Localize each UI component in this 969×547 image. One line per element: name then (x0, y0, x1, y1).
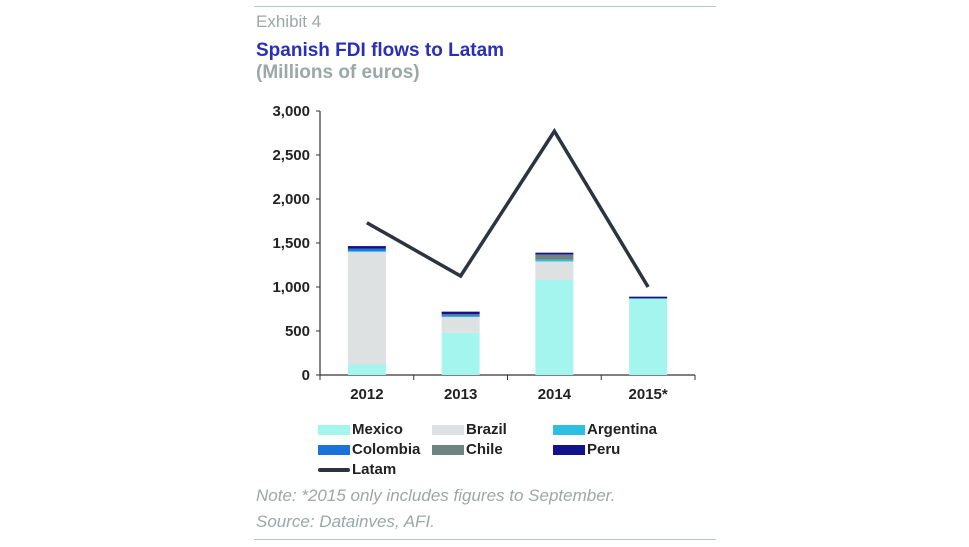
legend-item-mexico: Mexico (318, 421, 403, 438)
legend-swatch (432, 444, 464, 455)
legend-swatch (318, 467, 350, 472)
bar-mexico-2014 (535, 279, 574, 375)
legend-item-brazil: Brazil (432, 421, 507, 438)
bar-mexico-2012 (347, 364, 386, 375)
y-tick-label: 1,000 (272, 279, 310, 296)
legend-label: Mexico (352, 421, 403, 438)
bar-argentina-2013 (441, 316, 480, 318)
x-tick-label: 2012 (350, 386, 383, 403)
bar-colombia-2013 (441, 315, 480, 317)
bar-peru-2014 (535, 252, 574, 255)
top-rule (254, 6, 716, 7)
y-tick-label: 1,500 (272, 235, 310, 252)
y-tick-label: 3,000 (272, 103, 310, 120)
exhibit-label: Exhibit 4 (256, 12, 322, 31)
chart-title: Spanish FDI flows to Latam (256, 40, 505, 61)
footnote: Note: *2015 only includes figures to Sep… (256, 486, 616, 505)
legend-item-argentina: Argentina (553, 421, 657, 438)
source-note: Source: Datainves, AFI. (256, 512, 435, 531)
bar-colombia-2012 (347, 248, 386, 251)
bar-peru-2012 (347, 246, 386, 249)
legend-item-chile: Chile (432, 441, 503, 458)
legend-item-peru: Peru (553, 441, 620, 458)
x-tick-label: 2013 (444, 386, 477, 403)
legend-label: Colombia (352, 441, 421, 458)
legend-item-latam: Latam (318, 461, 396, 478)
bar-brazil-2013 (441, 316, 480, 333)
legend-swatch (318, 424, 350, 435)
bar-brazil-2014 (535, 261, 574, 280)
legend-item-colombia: Colombia (318, 441, 420, 458)
chart-subtitle: (Millions of euros) (256, 62, 420, 83)
legend-swatch (432, 424, 464, 435)
bottom-rule (254, 539, 716, 540)
legend-label: Peru (587, 441, 621, 458)
y-tick-label: 2,500 (272, 147, 310, 164)
legend-label: Brazil (466, 421, 507, 438)
legend-swatch (553, 444, 585, 455)
legend-label: Latam (352, 461, 397, 478)
x-tick-label: 2014 (538, 386, 572, 403)
y-tick-label: 500 (285, 323, 310, 340)
bar-argentina-2012 (347, 250, 386, 252)
bar-peru-2013 (441, 311, 480, 315)
bar-brazil-2012 (347, 251, 386, 365)
bar-argentina-2014 (535, 259, 574, 262)
bar-mexico-2013 (441, 332, 480, 375)
x-tick-label: 2015* (629, 386, 668, 403)
legend-swatch (553, 424, 585, 435)
y-tick-label: 2,000 (272, 191, 310, 208)
y-tick-label: 0 (302, 367, 310, 384)
legend-swatch (318, 444, 350, 455)
legend-label: Argentina (587, 421, 658, 438)
bar-chile-2013 (441, 314, 480, 316)
bar-chile-2014 (535, 254, 574, 260)
legend-label: Chile (466, 441, 503, 458)
bar-mexico-2015 (629, 298, 668, 375)
line-latam (366, 127, 650, 288)
bar-peru-2015 (629, 296, 668, 299)
